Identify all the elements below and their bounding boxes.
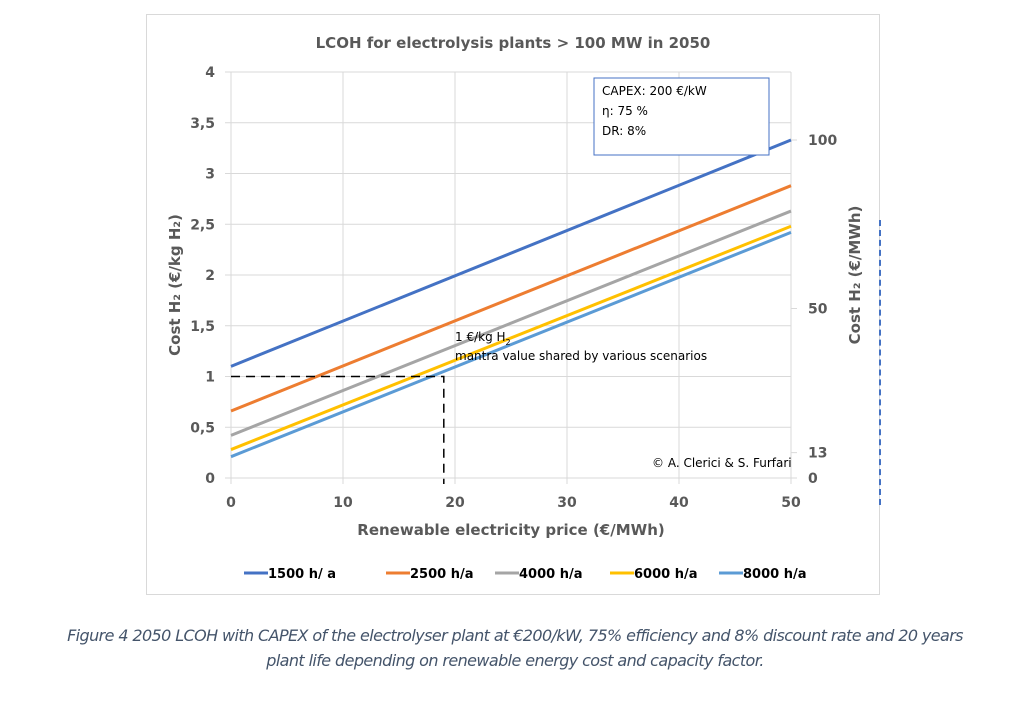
legend-label: 6000 h/a <box>634 567 697 582</box>
x-tick-label: 0 <box>226 495 236 511</box>
legend-item: 4000 h/a <box>495 567 582 582</box>
y-tick-label: 4 <box>205 65 215 81</box>
legend-label: 8000 h/a <box>743 567 806 582</box>
reference-line <box>231 375 445 484</box>
y2-tick-label: 50 <box>808 301 828 317</box>
series-line-2500 <box>230 184 792 413</box>
chart-title: LCOH for electrolysis plants > 100 MW in… <box>316 34 711 52</box>
legend-label: 4000 h/a <box>519 567 582 582</box>
figure-caption-line1: Figure 4 2050 LCOH with CAPEX of the ele… <box>67 626 963 645</box>
y2-tick-label: 0 <box>808 471 818 487</box>
y-axis-title: Cost H₂ (€/kg H₂) <box>166 214 184 356</box>
mantra-label: 1 €/kg H2 <box>455 330 511 347</box>
y-tick-label: 0,5 <box>190 420 215 436</box>
y-tick-label: 3,5 <box>190 116 215 132</box>
params-box-border <box>593 77 770 156</box>
legend-label: 1500 h/ a <box>268 567 336 582</box>
y-tick-label: 2,5 <box>190 217 215 233</box>
copyright-note: © A. Clerici & S. Furfari <box>652 456 792 470</box>
chart-frame: LCOH for electrolysis plants > 100 MW in… <box>146 14 881 595</box>
legend-label: 2500 h/a <box>410 567 473 582</box>
legend-item: 1500 h/ a <box>244 567 336 582</box>
mantra-label-main: 1 €/kg H <box>455 330 506 344</box>
mantra-label-sub: 2 <box>506 338 511 347</box>
legend: 1500 h/ a 2500 h/a 4000 h/a 6000 h/a 8000 h/… <box>244 567 806 582</box>
series-lines <box>230 138 792 459</box>
series-line-1500 <box>230 138 792 368</box>
legend-item: 6000 h/a <box>610 567 697 582</box>
y-tick-label: 3 <box>205 167 215 183</box>
y-tick-label: 2 <box>205 268 215 284</box>
x-axis-title: Renewable electricity price (€/MWh) <box>357 521 664 539</box>
x-tick-label: 50 <box>781 495 801 511</box>
y-tick-label: 1 <box>205 370 215 386</box>
legend-item: 8000 h/a <box>719 567 806 582</box>
series-line-4000 <box>230 209 792 437</box>
dashed-separator <box>879 220 881 505</box>
x-tick-label: 40 <box>669 495 689 511</box>
y-tick-label: 1,5 <box>190 319 215 335</box>
x-tick-label: 10 <box>333 495 353 511</box>
params-box: CAPEX: 200 €/kW η: 75 % DR: 8% <box>593 77 770 156</box>
x-tick-label: 30 <box>557 495 577 511</box>
params-capex: CAPEX: 200 €/kW <box>602 84 707 98</box>
legend-item: 2500 h/a <box>386 567 473 582</box>
series-line-8000 <box>230 230 792 459</box>
x-tick-label: 20 <box>445 495 465 511</box>
y-tick-label: 0 <box>205 471 215 487</box>
y2-tick-label: 13 <box>808 446 827 462</box>
params-discount-rate: DR: 8% <box>602 124 646 138</box>
y2-tick-label: 100 <box>808 133 837 149</box>
series-line-6000 <box>230 224 792 451</box>
reference-dashed-line <box>231 375 445 484</box>
mantra-description: mantra value shared by various scenarios <box>455 349 707 363</box>
params-efficiency: η: 75 % <box>602 104 648 118</box>
y2-axis-title: Cost H₂ (€/MWh) <box>846 206 864 345</box>
lcoh-chart: LCOH for electrolysis plants > 100 MW in… <box>166 34 864 582</box>
figure-caption-line2: plant life depending on renewable energy… <box>266 651 764 670</box>
